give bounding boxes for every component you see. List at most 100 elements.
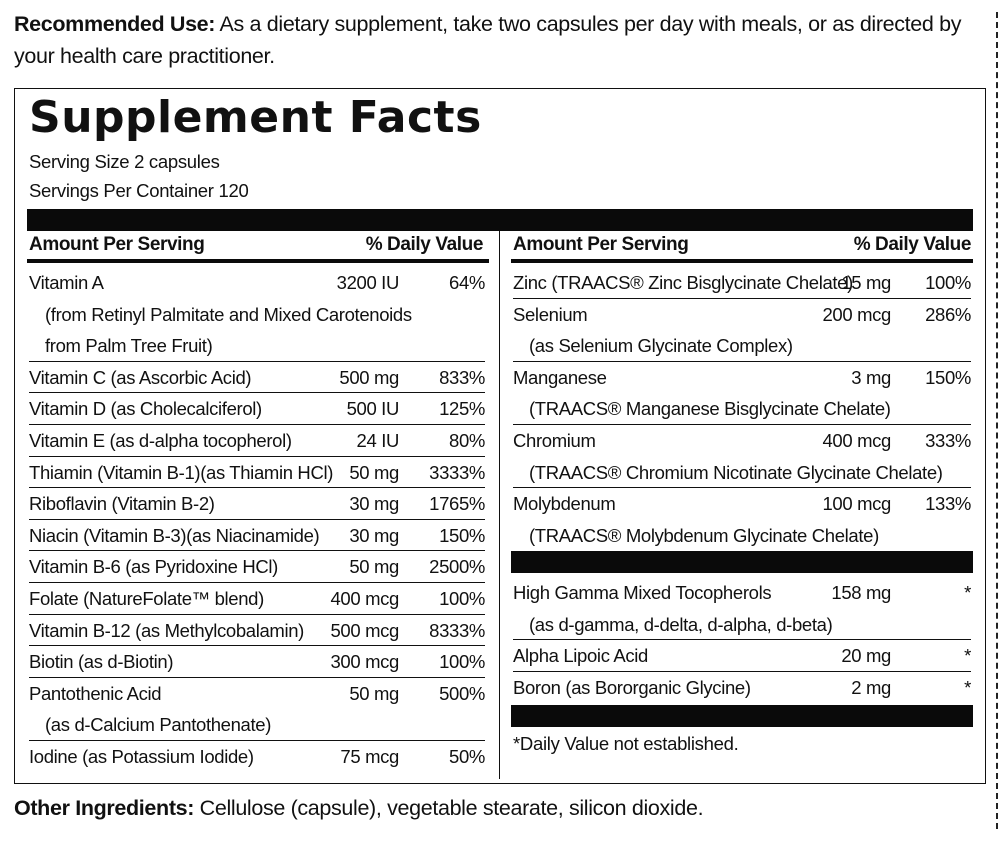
nutrient-amount: 50 mg (349, 556, 399, 578)
row-divider (513, 297, 971, 299)
nutrient-name: Alpha Lipoic Acid (513, 645, 648, 667)
nutrient-source: (as Selenium Glycinate Complex) (529, 335, 793, 357)
nutrient-row: Vitamin D (as Cholecalciferol) 500 IU 125% (29, 393, 485, 425)
top-thick-bar (27, 209, 973, 231)
recommended-use-label: Recommended Use: (14, 12, 216, 36)
nutrient-amount: 24 IU (356, 430, 400, 451)
nutrient-source: (TRAACS® Molybdenum Glycinate Chelate) (529, 524, 879, 546)
column-divider (499, 231, 500, 779)
nutrient-amount: 300 mcg (330, 651, 399, 673)
nutrient-amount: 15 mg (841, 272, 891, 293)
nutrient-row: Riboflavin (Vitamin B-2) 30 mg 1765% (29, 488, 485, 520)
nutrient-amount: 3 mg (851, 366, 891, 388)
nutrient-amount: 30 mg (349, 493, 399, 515)
row-divider (29, 487, 485, 489)
nutrient-amount: 50 mg (349, 461, 399, 483)
nutrient-name: Pantothenic Acid (29, 682, 162, 704)
nutrient-name: Vitamin C (as Ascorbic Acid) (29, 366, 252, 388)
right-header-bar (511, 259, 973, 263)
nutrient-daily-value: 8333% (429, 619, 485, 641)
nutrient-row: Chromium (TRAACS® Chromium Nicotinate Gly… (513, 425, 971, 489)
nutrient-name: Iodine (as Potassium Iodide) (29, 746, 254, 767)
nutrient-name: Vitamin D (as Cholecalciferol) (29, 398, 262, 420)
nutrient-daily-value: 500% (439, 682, 485, 704)
other-ingredients: Other Ingredients: Cellulose (capsule), … (14, 792, 986, 824)
nutrient-daily-value: 2500% (429, 556, 485, 578)
nutrient-source: (from Retinyl Palmitate and Mixed Carote… (45, 303, 412, 325)
nutrient-row: Iodine (as Potassium Iodide) 75 mcg 50% (29, 741, 485, 773)
nutrient-row: Pantothenic Acid (as d-Calcium Pantothena… (29, 678, 485, 741)
footnote: *Daily Value not established. (513, 733, 739, 754)
nutrient-daily-value: 3333% (429, 461, 485, 483)
nutrient-name: Vitamin A (29, 272, 104, 293)
nutrient-row: Vitamin E (as d-alpha tocopherol) 24 IU 80… (29, 425, 485, 457)
nutrient-amount: 30 mg (349, 524, 399, 546)
panel-title: Supplement Facts (29, 92, 482, 143)
recommended-use-text: As a dietary supplement, take two capsul… (14, 12, 962, 68)
row-divider (29, 392, 485, 394)
nutrient-daily-value: 80% (449, 430, 485, 451)
nutrient-row: Manganese (TRAACS® Manganese Bisglycinate… (513, 362, 971, 425)
nutrient-row: Boron (as Bororganic Glycine) 2 mg * (513, 672, 971, 704)
row-divider (513, 423, 971, 425)
nutrient-name: Manganese (513, 366, 607, 388)
serving-size: Serving Size 2 capsules (29, 151, 220, 172)
nutrient-name: Folate (NatureFolate™ blend) (29, 588, 264, 609)
nutrient-daily-value: 286% (925, 303, 971, 325)
row-divider (29, 455, 485, 457)
nutrient-row: Folate (NatureFolate™ blend) 400 mcg 100% (29, 583, 485, 615)
right-mid-bar (511, 551, 973, 573)
supplement-facts-panel: Supplement Facts Serving Size 2 capsules… (14, 88, 986, 784)
nutrient-daily-value: 133% (925, 493, 971, 515)
nutrient-daily-value: 150% (925, 366, 971, 388)
nutrient-daily-value: 1765% (429, 493, 485, 515)
nutrient-daily-value: * (964, 676, 971, 698)
nutrient-name: Selenium (513, 303, 588, 325)
nutrient-amount: 20 mg (841, 645, 891, 667)
nutrient-source: from Palm Tree Fruit) (45, 335, 213, 357)
row-divider (29, 613, 485, 615)
nutrient-amount: 50 mg (349, 682, 399, 704)
nutrient-amount: 100 mcg (822, 493, 891, 515)
nutrient-name: Riboflavin (Vitamin B-2) (29, 493, 215, 515)
right-header-amount: Amount Per Serving (513, 234, 689, 255)
nutrient-daily-value: 150% (439, 524, 485, 546)
right-header-dv: % Daily Value (853, 234, 972, 255)
nutrient-name: Boron (as Bororganic Glycine) (513, 676, 751, 698)
nutrient-name: Vitamin B-6 (as Pyridoxine HCl) (29, 556, 278, 578)
nutrient-source: (as d-gamma, d-delta, d-alpha, d-beta) (529, 613, 833, 635)
nutrient-daily-value: 100% (925, 272, 971, 293)
nutrient-row: Zinc (TRAACS® Zinc Bisglycinate Chelate)… (513, 267, 971, 299)
nutrient-amount: 200 mcg (822, 303, 891, 325)
nutrient-amount: 400 mcg (822, 430, 891, 451)
nutrient-name: High Gamma Mixed Tocopherols (513, 582, 772, 603)
nutrient-amount: 3200 IU (336, 272, 400, 293)
nutrient-row: High Gamma Mixed Tocopherols (as d-gamma,… (513, 577, 971, 641)
right-bottom-bar (511, 705, 973, 727)
nutrient-source: (as d-Calcium Pantothenate) (45, 714, 272, 736)
nutrient-daily-value: 100% (439, 588, 485, 609)
row-divider (513, 487, 971, 489)
nutrient-row: Molybdenum (TRAACS® Molybdenum Glycinate … (513, 488, 971, 551)
row-divider (29, 550, 485, 552)
nutrient-name: Biotin (as d-Biotin) (29, 651, 174, 673)
nutrient-name: Chromium (513, 430, 596, 451)
nutrient-daily-value: 64% (449, 272, 485, 293)
serving-info: Serving Size 2 capsules Servings Per Con… (29, 147, 249, 205)
row-divider (29, 581, 485, 583)
nutrient-row: Vitamin C (as Ascorbic Acid) 500 mg 833% (29, 362, 485, 394)
nutrient-row: Vitamin B-6 (as Pyridoxine HCl) 50 mg 2500… (29, 551, 485, 583)
nutrient-row: Vitamin B-12 (as Methylcobalamin) 500 mcg… (29, 615, 485, 647)
nutrient-daily-value: * (964, 582, 971, 603)
left-header-amount: Amount Per Serving (29, 234, 205, 255)
nutrient-daily-value: 125% (439, 398, 485, 420)
nutrient-daily-value: 833% (439, 366, 485, 388)
row-divider (29, 518, 485, 520)
nutrient-daily-value: * (964, 645, 971, 667)
nutrient-name: Niacin (Vitamin B-3)(as Niacinamide) (29, 524, 320, 546)
servings-per-container: Servings Per Container 120 (29, 180, 249, 201)
nutrient-name: Thiamin (Vitamin B-1)(as Thiamin HCl) (29, 461, 334, 483)
nutrient-amount: 158 mg (831, 582, 891, 603)
nutrient-row: Alpha Lipoic Acid 20 mg * (513, 640, 971, 672)
row-divider (29, 739, 485, 741)
